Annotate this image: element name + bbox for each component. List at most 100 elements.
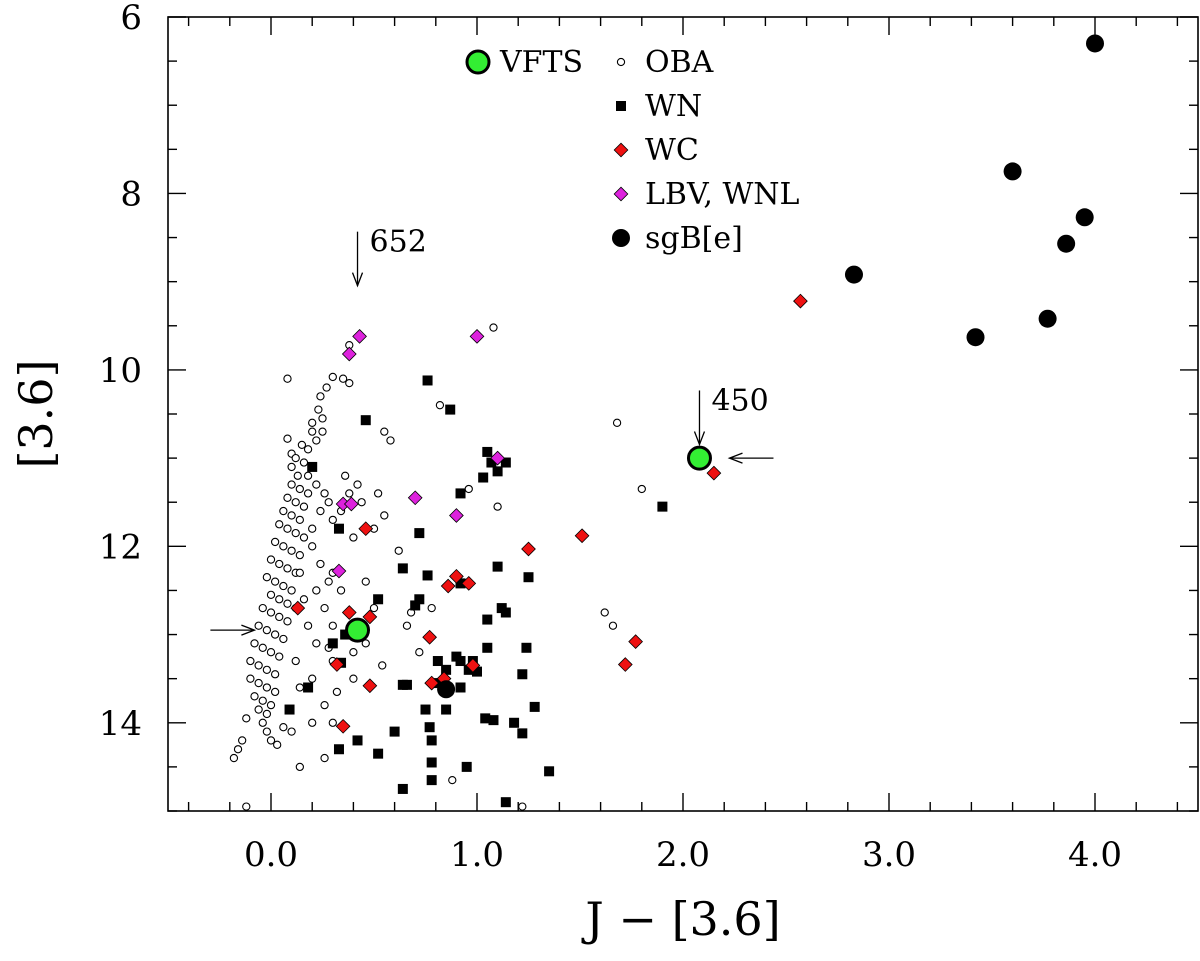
- point-wc: [362, 678, 378, 694]
- point-wn: [500, 457, 511, 468]
- point-oba: [448, 775, 457, 785]
- point-wn: [307, 461, 318, 472]
- point-wc: [424, 675, 440, 691]
- point-oba: [308, 418, 317, 427]
- point-wn: [426, 757, 437, 768]
- point-oba: [349, 648, 358, 657]
- point-oba: [357, 498, 366, 507]
- point-oba: [637, 484, 646, 494]
- point-lbv-wnl: [449, 508, 464, 523]
- point-oba: [262, 709, 272, 719]
- point-oba: [266, 590, 276, 600]
- point-oba: [328, 372, 337, 382]
- point-wc: [341, 605, 357, 620]
- annotation-arrow-down: [351, 231, 364, 288]
- point-oba: [295, 762, 304, 772]
- point-wn: [492, 466, 503, 477]
- point-oba: [308, 524, 317, 533]
- point-oba: [608, 621, 618, 630]
- point-wn: [472, 666, 482, 677]
- point-oba: [279, 581, 288, 591]
- point-oba: [349, 533, 358, 542]
- point-oba: [316, 392, 325, 401]
- point-wn: [401, 679, 412, 690]
- point-oba: [262, 573, 272, 582]
- point-oba: [291, 528, 300, 538]
- point-wn: [397, 783, 408, 794]
- point-lbv-wnl: [331, 563, 347, 579]
- point-wn: [352, 735, 363, 746]
- point-oba: [312, 436, 321, 445]
- point-oba: [328, 621, 337, 630]
- point-wn: [303, 682, 314, 693]
- point-sgb-e: [1086, 34, 1104, 53]
- x-tick-label: 0.0: [244, 835, 298, 875]
- series-vfts: [345, 445, 712, 643]
- point-oba: [270, 687, 280, 697]
- point-oba: [518, 802, 527, 811]
- point-wn: [424, 722, 435, 733]
- point-oba: [299, 595, 309, 604]
- legend-item-vfts: VFTS: [465, 45, 583, 80]
- point-oba: [324, 577, 333, 586]
- axis-titles: J − [3.6] [3.6]: [9, 359, 781, 946]
- point-wc: [422, 629, 437, 645]
- legend-item-sgb-e: sgB[e]: [612, 221, 743, 256]
- point-oba: [332, 687, 342, 697]
- point-oba: [378, 661, 387, 670]
- point-oba: [341, 471, 350, 480]
- point-wn: [482, 614, 493, 625]
- point-oba: [320, 700, 329, 710]
- legend-label-vfts: VFTS: [499, 45, 583, 80]
- point-oba: [275, 520, 284, 529]
- point-wn: [422, 375, 433, 386]
- legend-label-sgb-e: sgB[e]: [645, 221, 743, 256]
- point-oba: [489, 323, 498, 332]
- point-oba: [295, 515, 304, 525]
- point-oba: [308, 427, 317, 436]
- point-wc: [617, 657, 633, 672]
- point-oba: [254, 705, 263, 714]
- point-oba: [353, 480, 362, 489]
- point-oba: [361, 639, 370, 648]
- series-wn: [284, 375, 668, 808]
- annotation-label: 652: [370, 225, 427, 260]
- point-oba: [266, 555, 276, 564]
- point-wn: [492, 561, 503, 572]
- point-wn: [389, 726, 400, 737]
- point-oba: [464, 484, 473, 494]
- point-wn: [455, 682, 466, 693]
- point-wn: [461, 761, 472, 772]
- point-wn: [445, 404, 456, 415]
- arrow-head: [351, 272, 364, 288]
- point-sgb-e: [437, 680, 456, 699]
- point-sgb-e: [966, 328, 985, 347]
- point-lbv-wnl: [352, 328, 367, 344]
- point-wn: [426, 775, 437, 786]
- x-tick-label: 1.0: [450, 835, 504, 875]
- point-oba: [295, 683, 304, 692]
- point-wn: [441, 664, 452, 675]
- point-oba: [254, 661, 263, 670]
- point-oba: [275, 652, 284, 661]
- point-oba: [308, 542, 317, 551]
- point-oba: [380, 511, 389, 520]
- point-oba: [279, 506, 288, 516]
- point-wc: [793, 293, 808, 309]
- point-oba: [318, 414, 327, 423]
- point-oba: [299, 458, 309, 467]
- point-wn: [441, 704, 452, 715]
- y-tick-label: 6: [120, 0, 142, 38]
- point-oba: [287, 462, 296, 472]
- point-oba: [270, 537, 280, 547]
- annotation-arrow-left: [727, 452, 774, 464]
- point-wn: [284, 704, 295, 715]
- point-oba: [287, 480, 296, 489]
- point-oba: [361, 577, 370, 586]
- point-wc: [449, 568, 464, 584]
- point-oba: [295, 484, 304, 494]
- points-layer: [229, 34, 1104, 811]
- point-oba: [270, 577, 280, 586]
- legend-label-wn: WN: [645, 89, 702, 124]
